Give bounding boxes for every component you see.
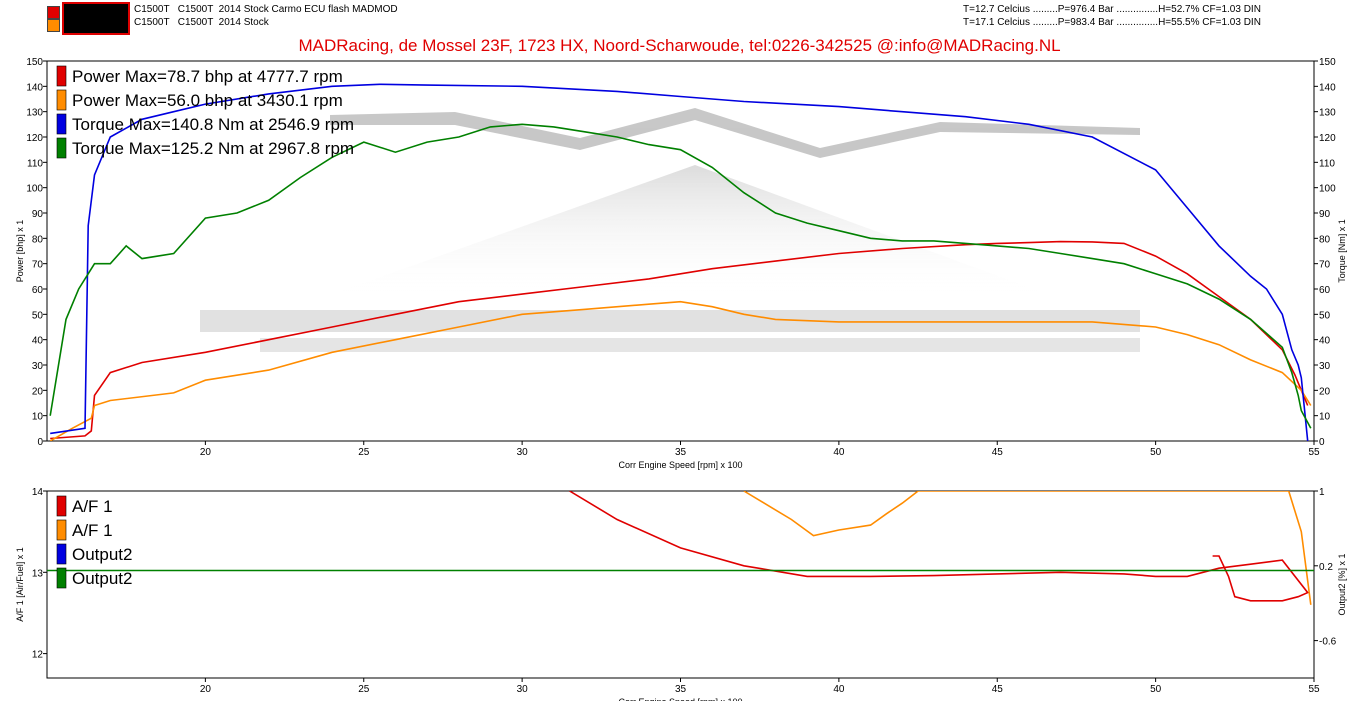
top-y2-tick-label: 110 [1319, 158, 1335, 169]
top-x-tick-label: 35 [675, 447, 687, 458]
top-series-line-0 [50, 240, 1309, 440]
bottom-legend-swatch-3 [56, 567, 67, 589]
bottom-x-tick-label: 20 [200, 684, 212, 695]
top-x-axis-label: Corr Engine Speed [rpm] x 100 [618, 460, 742, 470]
top-legend-swatch-0 [56, 65, 67, 87]
bottom-y2-tick-label: 0.2 [1319, 562, 1333, 573]
top-y-tick-label: 110 [27, 158, 43, 169]
bottom-legend-swatch-1 [56, 519, 67, 541]
top-x-tick-label: 50 [1150, 447, 1162, 458]
top-y-tick-label: 130 [26, 108, 43, 119]
top-y-tick-label: 50 [32, 310, 44, 321]
top-y2-tick-label: 50 [1319, 310, 1331, 321]
header: C1500T C1500T 2014 Stock Carmo ECU flash… [0, 0, 1359, 58]
top-y-tick-label: 80 [32, 234, 44, 245]
top-series-line-2 [50, 83, 1309, 441]
top-x-tick-label: 25 [358, 447, 370, 458]
top-y-tick-label: 40 [32, 336, 44, 347]
top-y2-tick-label: 150 [1319, 57, 1336, 68]
top-y-tick-label: 0 [37, 437, 43, 448]
run2-color-swatch[interactable] [47, 19, 60, 32]
run1-label: C1500T C1500T 2014 Stock Carmo ECU flash… [134, 4, 398, 15]
top-y2-tick-label: 130 [1319, 108, 1336, 119]
bottom-y2-tick-label: 1 [1319, 487, 1325, 498]
top-y2-tick-label: 140 [1319, 82, 1336, 93]
top-series-line-3 [49, 123, 1312, 429]
top-y-tick-label: 120 [26, 133, 43, 144]
run2-label: C1500T C1500T 2014 Stock [134, 17, 269, 28]
bottom-y2-tick-label: -0.6 [1319, 637, 1337, 648]
top-y-tick-label: 100 [26, 184, 43, 195]
bottom-x-tick-label: 45 [992, 684, 1004, 695]
run-selector-box[interactable] [62, 2, 130, 35]
top-legend-swatch-3 [56, 137, 67, 159]
top-y2-tick-label: 20 [1319, 386, 1331, 397]
bottom-legend-entry-3: Output2 [72, 569, 133, 588]
bottom-x-tick-label: 25 [358, 684, 370, 695]
top-y-tick-label: 60 [32, 285, 44, 296]
bottom-plot-frame [46, 490, 1315, 679]
bottom-y2-axis-label: Output2 [%] x 1 [1337, 553, 1347, 615]
run2-conditions: T=17.1 Celcius .........P=983.4 Bar ....… [963, 17, 1261, 28]
top-y-tick-label: 70 [32, 260, 44, 271]
top-x-tick-label: 30 [517, 447, 529, 458]
top-y-tick-label: 20 [32, 386, 44, 397]
bottom-y-tick-label: 12 [32, 650, 44, 661]
top-y-tick-label: 150 [26, 57, 43, 68]
top-x-tick-label: 55 [1308, 447, 1320, 458]
top-y2-tick-label: 60 [1319, 285, 1331, 296]
top-y-tick-label: 140 [26, 82, 43, 93]
top-legend-entry-1: Power Max=56.0 bhp at 3430.1 rpm [72, 91, 343, 110]
bottom-y-tick-label: 13 [32, 568, 44, 579]
top-legend-swatch-1 [56, 89, 67, 111]
top-x-tick-label: 40 [833, 447, 845, 458]
bottom-legend-entry-0: A/F 1 [72, 497, 113, 516]
run1-color-swatch[interactable] [47, 6, 60, 19]
run1-conditions: T=12.7 Celcius .........P=976.4 Bar ....… [963, 4, 1261, 15]
top-legend-swatch-2 [56, 113, 67, 135]
bottom-x-tick-label: 30 [517, 684, 529, 695]
bottom-x-tick-label: 35 [675, 684, 687, 695]
af-output-plot-area [46, 490, 1315, 679]
top-y2-tick-label: 30 [1319, 361, 1331, 372]
bottom-series-line-0 [569, 491, 1309, 602]
top-legend-entry-3: Torque Max=125.2 Nm at 2967.8 rpm [72, 139, 354, 158]
top-legend-entry-2: Torque Max=140.8 Nm at 2546.9 rpm [72, 115, 354, 134]
top-x-tick-label: 45 [992, 447, 1004, 458]
contact-banner: MADRacing, de Mossel 23F, 1723 HX, Noord… [298, 36, 1061, 55]
top-y2-axis-label: Torque [Nm] x 1 [1337, 219, 1347, 283]
top-y2-tick-label: 90 [1319, 209, 1331, 220]
top-y2-tick-label: 100 [1319, 184, 1336, 195]
top-y2-tick-label: 80 [1319, 234, 1331, 245]
bottom-legend-swatch-0 [56, 495, 67, 517]
bottom-series-line-1 [743, 491, 1312, 605]
top-y-tick-label: 90 [32, 209, 44, 220]
bottom-legend-entry-2: Output2 [72, 545, 133, 564]
top-y-tick-label: 30 [32, 361, 44, 372]
bottom-y-tick-label: 14 [32, 487, 44, 498]
top-y2-tick-label: 40 [1319, 336, 1331, 347]
bottom-x-tick-label: 50 [1150, 684, 1162, 695]
bottom-x-tick-label: 40 [833, 684, 845, 695]
bottom-y-axis-label: A/F 1 [Air/Fuel] x 1 [15, 547, 25, 622]
bottom-legend-swatch-2 [56, 543, 67, 565]
bottom-x-tick-label: 55 [1308, 684, 1320, 695]
top-y2-tick-label: 10 [1319, 412, 1331, 423]
top-x-tick-label: 20 [200, 447, 212, 458]
top-legend-entry-0: Power Max=78.7 bhp at 4777.7 rpm [72, 67, 343, 86]
watermark-logo [200, 108, 1140, 352]
top-y-axis-label: Power [bhp] x 1 [15, 220, 25, 283]
bottom-legend-entry-1: A/F 1 [72, 521, 113, 540]
top-y2-tick-label: 0 [1319, 437, 1325, 448]
top-y2-tick-label: 120 [1319, 133, 1336, 144]
top-y-tick-label: 10 [32, 412, 44, 423]
bottom-x-axis-label: Corr Engine Speed [rpm] x 100 [618, 697, 742, 701]
top-y2-tick-label: 70 [1319, 260, 1331, 271]
top-series-line-1 [49, 300, 1312, 441]
